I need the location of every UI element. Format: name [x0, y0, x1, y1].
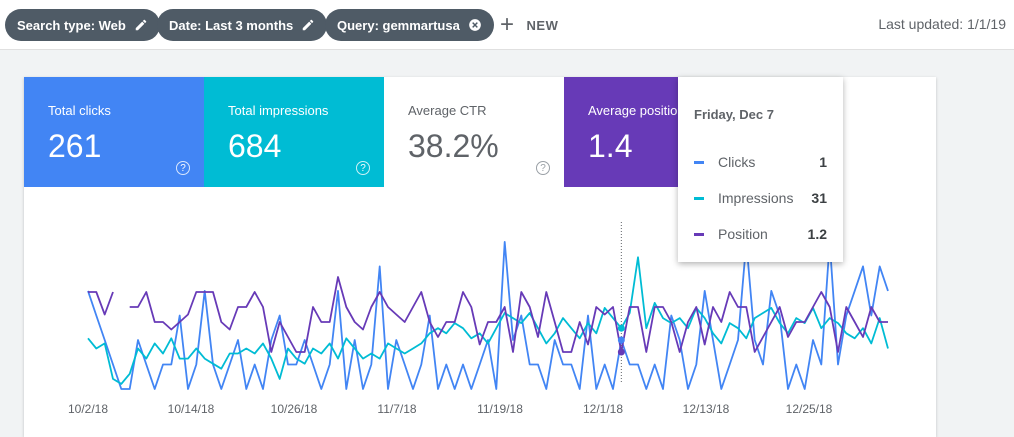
- metric-value: 684: [228, 128, 282, 164]
- remove-filter-icon[interactable]: [468, 18, 482, 32]
- performance-chart[interactable]: 10/2/18 10/14/18 10/26/18 11/7/18 11/19/18 12…: [24, 77, 936, 426]
- help-icon[interactable]: ?: [356, 161, 370, 175]
- tooltip-series-value: 1: [819, 154, 827, 170]
- help-icon[interactable]: ?: [176, 161, 190, 175]
- x-tick-label: 10/14/18: [168, 402, 215, 416]
- help-icon[interactable]: ?: [536, 161, 550, 175]
- metric-value: 261: [48, 128, 102, 164]
- filter-chip-label: Query: gemmartusa: [337, 17, 460, 33]
- hover-point-position: [617, 348, 625, 356]
- filter-chip-label: Search type: Web: [17, 17, 126, 33]
- hover-point-clicks: [617, 336, 625, 344]
- x-tick-label: 10/2/18: [68, 402, 108, 416]
- tooltip-series-name: Impressions: [718, 190, 794, 206]
- last-updated-text: Last updated: 1/1/19: [878, 16, 1006, 32]
- edit-icon[interactable]: [301, 18, 315, 32]
- top-filter-bar: Search type: Web Date: Last 3 months Que…: [0, 0, 1014, 50]
- filter-chip-search-type[interactable]: Search type: Web: [5, 9, 160, 41]
- new-filter-label: NEW: [526, 17, 559, 33]
- metric-label: Total impressions: [228, 103, 329, 118]
- x-tick-label: 12/13/18: [683, 402, 730, 416]
- filter-chip-date[interactable]: Date: Last 3 months: [157, 9, 328, 41]
- plus-icon: +: [500, 11, 515, 38]
- series-line-clicks: [87, 241, 889, 390]
- x-tick-label: 12/25/18: [786, 402, 833, 416]
- tooltip-series-name: Clicks: [718, 154, 756, 170]
- hover-point-impressions: [617, 324, 625, 332]
- metric-label: Average position: [588, 103, 685, 118]
- metric-value: 1.4: [588, 128, 633, 164]
- legend-swatch: [694, 232, 704, 236]
- tooltip-row-clicks: Clicks 1: [694, 144, 827, 180]
- filter-chip-label: Date: Last 3 months: [169, 17, 294, 33]
- tooltip-date: Friday, Dec 7: [694, 107, 774, 122]
- series-line-impressions: [87, 256, 889, 385]
- metric-label: Average CTR: [408, 103, 487, 118]
- legend-swatch: [694, 196, 704, 200]
- edit-icon[interactable]: [134, 18, 148, 32]
- tooltip-series-value: 31: [811, 190, 827, 206]
- x-tick-label: 11/7/18: [377, 402, 416, 416]
- tooltip-row-impressions: Impressions 31: [694, 180, 827, 216]
- series-line-position: [88, 276, 888, 353]
- x-tick-label: 12/1/18: [583, 402, 623, 416]
- x-tick-label: 11/19/18: [477, 402, 523, 416]
- tooltip-series-name: Position: [718, 226, 768, 242]
- tooltip-row-position: Position 1.2: [694, 216, 827, 252]
- chart-tooltip: Friday, Dec 7 Clicks 1 Impressions 31 Po…: [678, 77, 843, 262]
- metric-value: 38.2%: [408, 128, 499, 164]
- metric-label: Total clicks: [48, 103, 111, 118]
- metric-total-clicks[interactable]: Total clicks 261 ?: [24, 77, 204, 187]
- metric-total-impressions[interactable]: Total impressions 684 ?: [204, 77, 384, 187]
- x-tick-label: 10/26/18: [271, 402, 318, 416]
- legend-swatch: [694, 160, 704, 164]
- filter-chip-query[interactable]: Query: gemmartusa: [325, 9, 494, 41]
- metric-average-ctr[interactable]: Average CTR 38.2% ?: [384, 77, 564, 187]
- tooltip-series-value: 1.2: [807, 226, 827, 242]
- new-filter-button[interactable]: + NEW: [500, 9, 558, 41]
